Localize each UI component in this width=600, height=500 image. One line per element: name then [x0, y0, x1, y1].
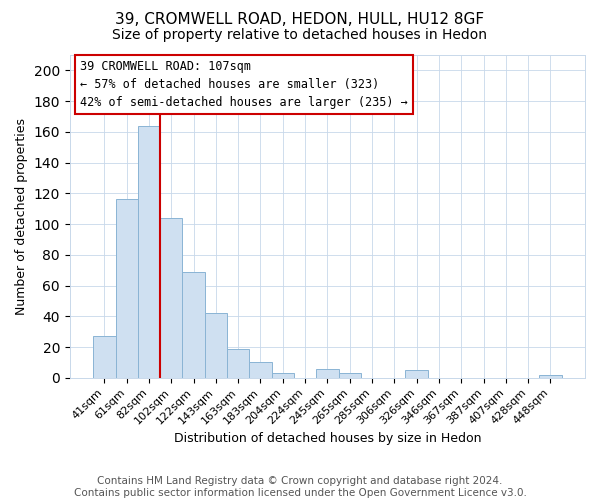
Text: 39, CROMWELL ROAD, HEDON, HULL, HU12 8GF: 39, CROMWELL ROAD, HEDON, HULL, HU12 8GF: [115, 12, 485, 28]
Bar: [227, 348, 250, 378]
Text: 39 CROMWELL ROAD: 107sqm
← 57% of detached houses are smaller (323)
42% of semi-: 39 CROMWELL ROAD: 107sqm ← 57% of detach…: [80, 60, 408, 109]
Y-axis label: Number of detached properties: Number of detached properties: [15, 118, 28, 315]
X-axis label: Distribution of detached houses by size in Hedon: Distribution of detached houses by size …: [173, 432, 481, 445]
Bar: [182, 272, 205, 378]
Bar: [250, 362, 272, 378]
Text: Contains HM Land Registry data © Crown copyright and database right 2024.
Contai: Contains HM Land Registry data © Crown c…: [74, 476, 526, 498]
Bar: [539, 374, 562, 378]
Bar: [316, 368, 338, 378]
Bar: [338, 373, 361, 378]
Bar: [138, 126, 160, 378]
Text: Size of property relative to detached houses in Hedon: Size of property relative to detached ho…: [113, 28, 487, 42]
Bar: [205, 313, 227, 378]
Bar: [406, 370, 428, 378]
Bar: [93, 336, 116, 378]
Bar: [160, 218, 182, 378]
Bar: [116, 200, 138, 378]
Bar: [272, 373, 294, 378]
